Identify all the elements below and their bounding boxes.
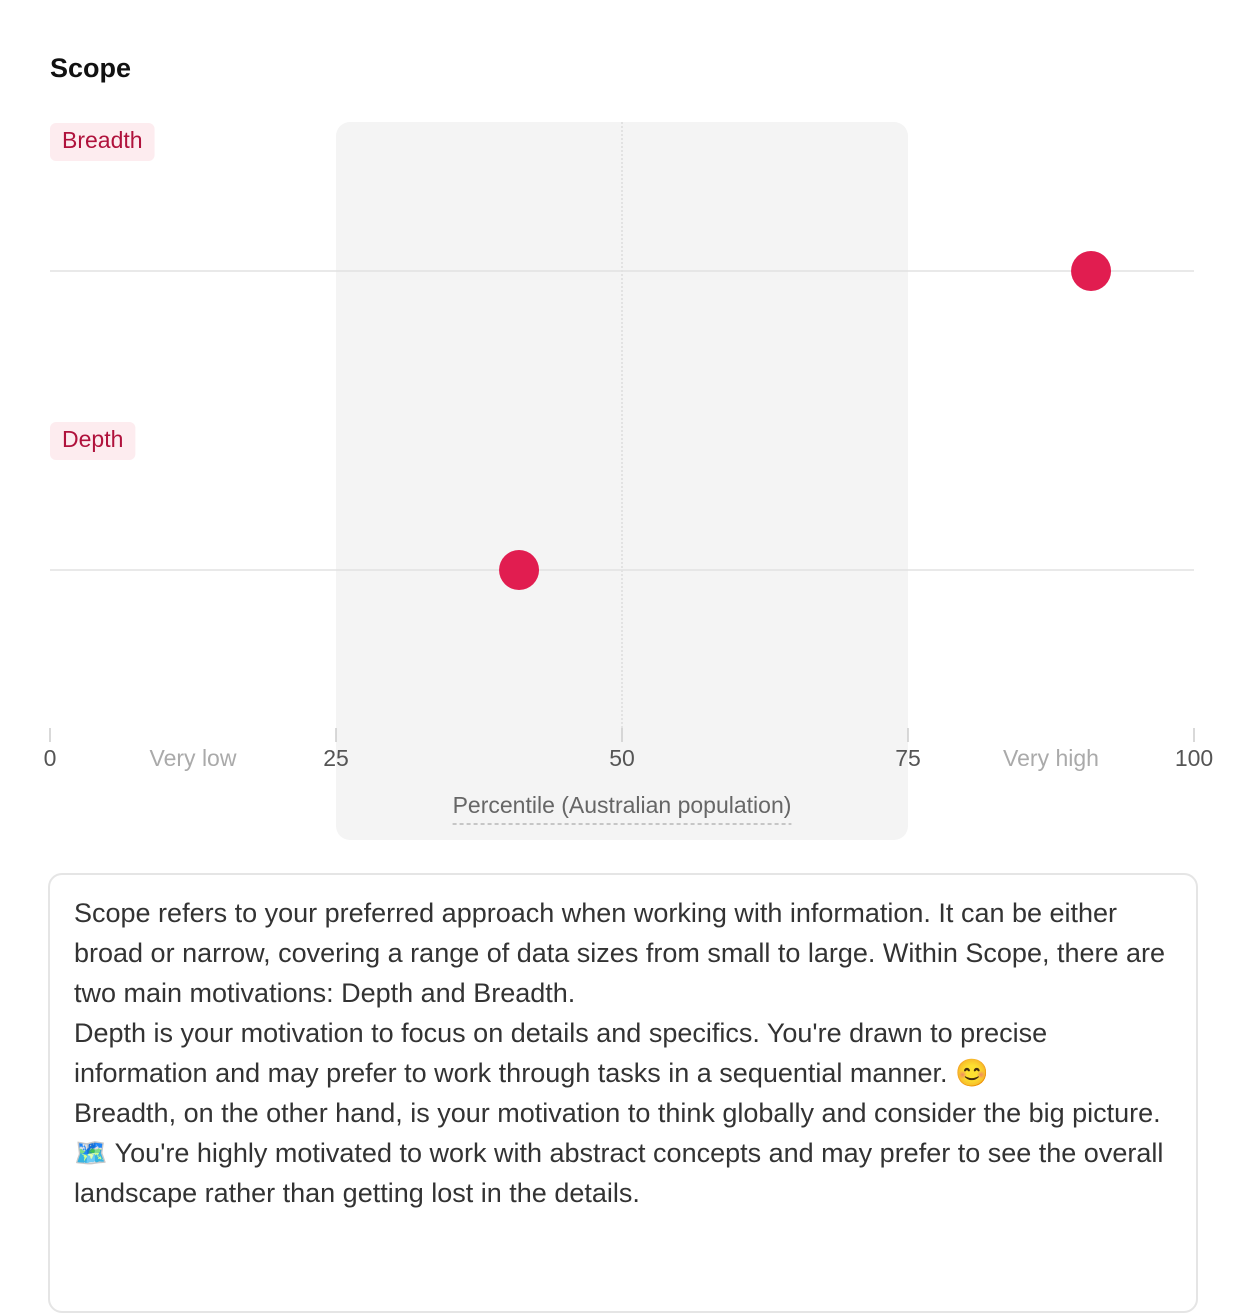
description-box: Scope refers to your preferred approach … xyxy=(48,873,1198,1313)
shaded-range xyxy=(336,122,908,840)
chart: Scope 0 25 50 75 100 Very low Very high Percent… xyxy=(44,53,1213,840)
description-paragraph: Scope refers to your preferred approach … xyxy=(74,898,1166,1008)
x-tick-label: 75 xyxy=(895,745,921,771)
zone-label: Very low xyxy=(150,745,237,771)
category-badge xyxy=(50,422,136,460)
zone-label: Very high xyxy=(1003,745,1099,771)
x-tick-label: 0 xyxy=(44,745,57,771)
x-tick-label: 100 xyxy=(1175,745,1213,771)
description-paragraph: Depth is your motivation to focus on det… xyxy=(74,1018,1048,1088)
x-tick-label: 50 xyxy=(609,745,635,771)
dot xyxy=(1071,251,1112,291)
category-label: Breadth xyxy=(62,127,143,153)
category-badge xyxy=(50,123,155,161)
x-tick-label: 25 xyxy=(323,745,349,771)
page: Scope 0 25 50 75 100 Very low Very high Percent… xyxy=(43,53,1214,1313)
dot xyxy=(499,550,540,590)
x-axis-label: Percentile (Australian population) xyxy=(453,792,792,818)
chart-title: Scope xyxy=(50,53,131,83)
description-paragraph: Breadth, on the other hand, is your moti… xyxy=(74,1098,1164,1208)
category-label: Depth xyxy=(62,426,123,452)
